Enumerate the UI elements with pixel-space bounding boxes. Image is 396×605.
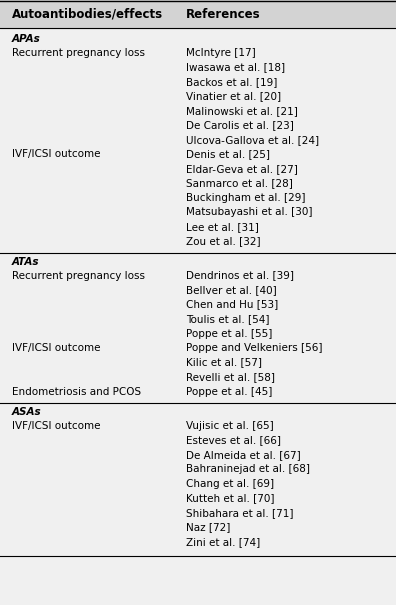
Text: Ulcova-Gallova et al. [24]: Ulcova-Gallova et al. [24] (186, 135, 319, 145)
Text: Vinatier et al. [20]: Vinatier et al. [20] (186, 91, 281, 101)
Text: References: References (186, 7, 261, 21)
Text: IVF/ICSI outcome: IVF/ICSI outcome (12, 421, 100, 431)
Text: APAs: APAs (12, 34, 41, 44)
Text: Poppe et al. [45]: Poppe et al. [45] (186, 387, 272, 396)
Text: Poppe and Velkeniers [56]: Poppe and Velkeniers [56] (186, 343, 323, 353)
Text: Backos et al. [19]: Backos et al. [19] (186, 77, 278, 87)
Text: Chang et al. [69]: Chang et al. [69] (186, 479, 274, 489)
Text: McIntyre [17]: McIntyre [17] (186, 48, 256, 57)
Text: Kutteh et al. [70]: Kutteh et al. [70] (186, 493, 274, 503)
Text: Recurrent pregnancy loss: Recurrent pregnancy loss (12, 48, 145, 57)
Text: De Carolis et al. [23]: De Carolis et al. [23] (186, 120, 294, 130)
Text: Naz [72]: Naz [72] (186, 522, 230, 532)
Text: Zini et al. [74]: Zini et al. [74] (186, 537, 261, 547)
Text: ATAs: ATAs (12, 257, 39, 267)
Text: De Almeida et al. [67]: De Almeida et al. [67] (186, 450, 301, 460)
Text: Shibahara et al. [71]: Shibahara et al. [71] (186, 508, 293, 518)
Text: IVF/ICSI outcome: IVF/ICSI outcome (12, 343, 100, 353)
Text: Poppe et al. [55]: Poppe et al. [55] (186, 329, 272, 339)
Text: Buckingham et al. [29]: Buckingham et al. [29] (186, 193, 306, 203)
Text: Matsubayashi et al. [30]: Matsubayashi et al. [30] (186, 208, 312, 217)
Text: Dendrinos et al. [39]: Dendrinos et al. [39] (186, 270, 294, 281)
Text: Eldar-Geva et al. [27]: Eldar-Geva et al. [27] (186, 164, 298, 174)
Bar (0, 0, 396, 28)
Text: Iwasawa et al. [18]: Iwasawa et al. [18] (186, 62, 285, 72)
Text: ASAs: ASAs (12, 407, 42, 417)
Text: Endometriosis and PCOS: Endometriosis and PCOS (12, 387, 141, 396)
Text: Revelli et al. [58]: Revelli et al. [58] (186, 372, 275, 382)
Text: IVF/ICSI outcome: IVF/ICSI outcome (12, 149, 100, 159)
Text: Bahraninejad et al. [68]: Bahraninejad et al. [68] (186, 464, 310, 474)
Text: Denis et al. [25]: Denis et al. [25] (186, 149, 270, 159)
Text: Vujisic et al. [65]: Vujisic et al. [65] (186, 421, 274, 431)
Text: Toulis et al. [54]: Toulis et al. [54] (186, 314, 270, 324)
Text: Lee et al. [31]: Lee et al. [31] (186, 222, 259, 232)
Text: Bellver et al. [40]: Bellver et al. [40] (186, 285, 277, 295)
Text: Autoantibodies/effects: Autoantibodies/effects (12, 7, 163, 21)
Text: Malinowski et al. [21]: Malinowski et al. [21] (186, 106, 298, 116)
Text: Recurrent pregnancy loss: Recurrent pregnancy loss (12, 270, 145, 281)
Text: Sanmarco et al. [28]: Sanmarco et al. [28] (186, 178, 293, 188)
Text: Esteves et al. [66]: Esteves et al. [66] (186, 436, 281, 445)
Text: Kilic et al. [57]: Kilic et al. [57] (186, 358, 262, 368)
Text: Zou et al. [32]: Zou et al. [32] (186, 237, 261, 246)
Text: Chen and Hu [53]: Chen and Hu [53] (186, 299, 278, 310)
